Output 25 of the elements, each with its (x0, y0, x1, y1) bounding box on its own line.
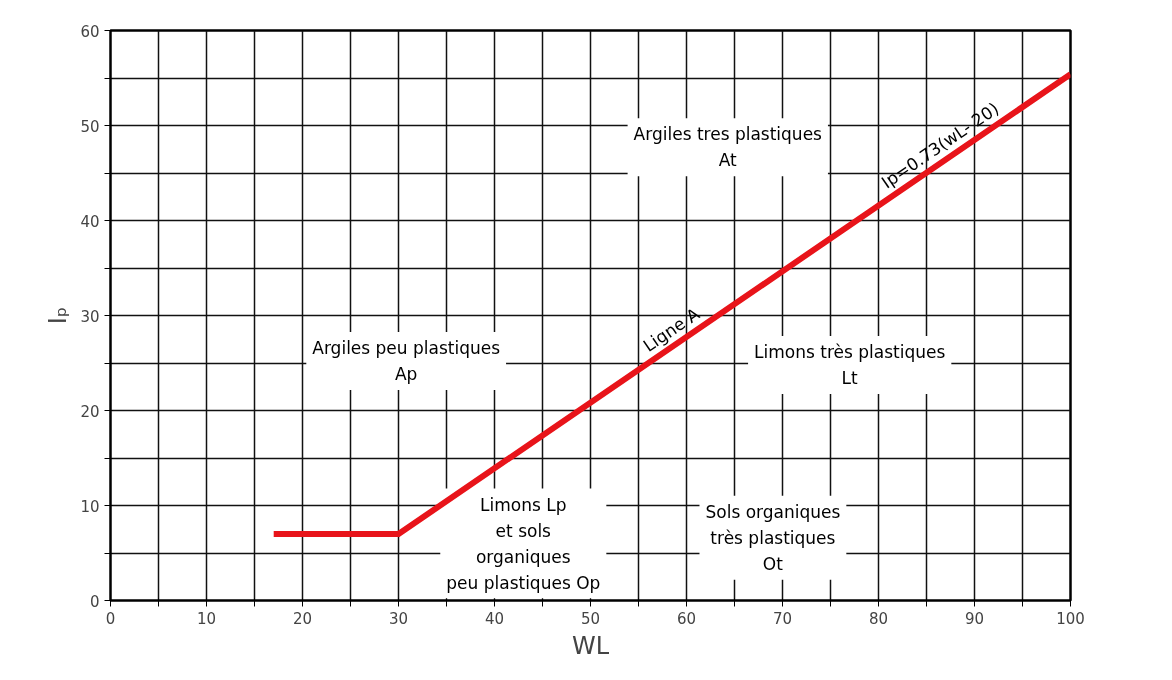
annotation: Limons Lp et sols organiques peu plastiques Op (446, 494, 601, 593)
annotation: Sols organiques très plastiques Ot (705, 501, 841, 574)
y-tick-label: 60 (80, 22, 100, 41)
y-tick-label: 40 (80, 212, 100, 231)
x-axis-title: WL (571, 631, 610, 660)
annotation: Limons très plastiques Lt (754, 342, 946, 389)
y-tick-label: 0 (89, 592, 100, 611)
y-axis-title: Iₚ (44, 306, 73, 325)
x-tick-label: 20 (292, 609, 313, 628)
x-tick-label: 40 (484, 609, 505, 628)
y-tick-label: 50 (80, 117, 100, 136)
x-tick-label: 70 (772, 609, 793, 628)
x-tick-label: 80 (868, 609, 889, 628)
x-tick-label: 90 (964, 609, 985, 628)
y-tick-label: 20 (80, 402, 100, 421)
x-tick-label: 50 (580, 609, 601, 628)
y-tick-label: 30 (80, 307, 100, 326)
annotation: Argiles peu plastiques Ap (312, 338, 501, 385)
annotation: Argiles tres plastiques At (633, 124, 823, 171)
y-tick-label: 10 (80, 497, 100, 516)
x-tick-label: 100 (1056, 609, 1085, 628)
x-tick-label: 30 (388, 609, 409, 628)
x-tick-label: 10 (196, 609, 217, 628)
x-tick-label: 60 (676, 609, 697, 628)
x-tick-label: 0 (105, 609, 116, 628)
